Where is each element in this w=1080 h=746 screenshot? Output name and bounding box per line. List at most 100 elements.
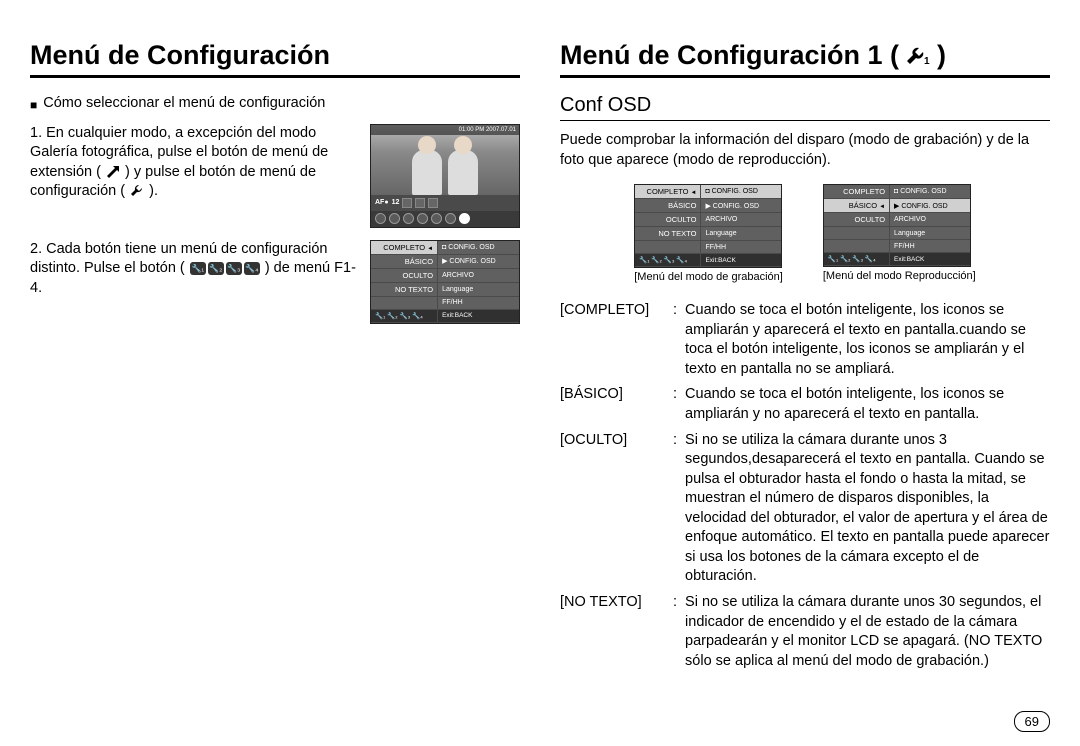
menu-right-cell: ◘ CONFIG. OSD [701, 185, 781, 199]
menu-left-cell [371, 296, 438, 309]
menu-right-cell: Language [890, 227, 970, 240]
tool-icon [417, 213, 428, 224]
definition-separator: : [673, 301, 677, 379]
step-1: 1. En cualquier modo, a excepción del mo… [30, 124, 358, 202]
menu-right-cell: ARCHIVO [438, 268, 519, 282]
menu-left-cell: BÁSICO [635, 199, 701, 213]
menu-right-cell: Language [438, 282, 519, 296]
definition-body: Si no se utiliza la cámara durante unos … [685, 431, 1050, 588]
definition-term: [OCULTO] [560, 431, 665, 588]
menu-left-cell [824, 240, 890, 253]
section-heading: Conf OSD [560, 94, 1050, 121]
definition-body: Cuando se toca el botón inteligente, los… [685, 301, 1050, 379]
definition-separator: : [673, 593, 677, 671]
definition-term: [COMPLETO] [560, 301, 665, 379]
menu-left-cell: OCULTO [824, 213, 890, 227]
rec-menu-caption: [Menú del modo de grabación] [634, 271, 783, 283]
definitions-list: [COMPLETO]:Cuando se toca el botón intel… [560, 301, 1050, 671]
menu-right-cell: FF/HH [438, 296, 519, 309]
shot-count: 12 [392, 199, 400, 206]
menu-right-cell: FF/HH [890, 240, 970, 253]
menu-left-cell: BÁSICO [371, 254, 438, 268]
right-title-text: Menú de Configuración 1 ( [560, 40, 899, 71]
menu-footer-exit: Exit:BACK [890, 253, 970, 266]
bullet-icon: ■ [30, 97, 37, 114]
menu-left-cell: NO TEXTO [635, 227, 701, 241]
right-column: Menú de Configuración 1 ( 1 ) Conf OSD P… [560, 40, 1050, 677]
menu-left-cell: COMPLETO [371, 241, 438, 255]
lcd-datetime: 01:00 PM 2007.07.01 [371, 125, 519, 135]
tool-icon [389, 213, 400, 224]
definition-term: [NO TEXTO] [560, 593, 665, 671]
menu-right-cell: ARCHIVO [701, 213, 781, 227]
play-menu-caption: [Menú del modo Reproducción] [823, 270, 976, 282]
menu-left-cell [824, 227, 890, 240]
camera-lcd-figure: 01:00 PM 2007.07.01 AF● 12 [370, 124, 520, 228]
tool-icon-selected [459, 213, 470, 224]
definition-separator: : [673, 431, 677, 588]
menu-left-cell: COMPLETO [635, 185, 701, 199]
rec-menu-block: COMPLETO◘ CONFIG. OSDBÁSICO▶ CONFIG. OSD… [634, 184, 783, 283]
person-silhouette [448, 150, 478, 195]
left-title: Menú de Configuración [30, 40, 520, 78]
lcd-thumb-icon [428, 198, 438, 208]
tool-icon [431, 213, 442, 224]
menu-left-cell: BÁSICO [824, 199, 890, 213]
menu-footer-icons: 🔧₁ 🔧₂ 🔧₃ 🔧₄ [635, 254, 701, 267]
menu-footer-exit: Exit:BACK [438, 309, 519, 322]
lcd-photo-area: 01:00 PM 2007.07.01 [371, 125, 519, 195]
menu-right-cell: ▶ CONFIG. OSD [438, 254, 519, 268]
menu-footer-icons: 🔧₁ 🔧₂ 🔧₃ 🔧₄ [371, 309, 438, 322]
page-number: 69 [1014, 711, 1050, 732]
menu-right-cell: ARCHIVO [890, 213, 970, 227]
play-menu-figure: COMPLETO◘ CONFIG. OSDBÁSICO▶ CONFIG. OSD… [823, 184, 971, 267]
f2-button-icon: 🔧₂ [208, 262, 224, 275]
f1-button-icon: 🔧₁ [190, 262, 206, 275]
menu-left-cell: NO TEXTO [371, 282, 438, 296]
definition-row: [COMPLETO]:Cuando se toca el botón intel… [560, 301, 1050, 379]
menu-right-cell: FF/HH [701, 241, 781, 254]
step1-text-c: ). [149, 183, 158, 199]
intro-text: Cómo seleccionar el menú de configuració… [43, 94, 325, 114]
f4-button-icon: 🔧₄ [244, 262, 260, 275]
menu-left-cell [635, 241, 701, 254]
menu-right-cell: ▶ CONFIG. OSD [701, 199, 781, 213]
definition-row: [OCULTO]:Si no se utiliza la cámara dura… [560, 431, 1050, 588]
step-2: 2. Cada botón tiene un menú de configura… [30, 240, 358, 299]
menu-right-cell: ◘ CONFIG. OSD [438, 241, 519, 255]
menu-footer-icons: 🔧₁ 🔧₂ 🔧₃ 🔧₄ [824, 253, 890, 266]
menu-right-cell: ◘ CONFIG. OSD [890, 185, 970, 199]
config-menu-figure: COMPLETO◘ CONFIG. OSDBÁSICO▶ CONFIG. OSD… [370, 240, 520, 324]
svg-text:1: 1 [924, 56, 930, 66]
menu-left-cell: COMPLETO [824, 185, 890, 199]
config-menu-icon [129, 184, 145, 198]
menu-right-cell: Language [701, 227, 781, 241]
lcd-thumb-icon [402, 198, 412, 208]
right-title-suffix: ) [937, 40, 946, 71]
definition-separator: : [673, 385, 677, 424]
lcd-tool-row [371, 211, 519, 227]
left-column: Menú de Configuración ■ Cómo seleccionar… [30, 40, 520, 677]
definition-row: [NO TEXTO]:Si no se utiliza la cámara du… [560, 593, 1050, 671]
menu-left-cell: OCULTO [635, 213, 701, 227]
tool-icon [403, 213, 414, 224]
rec-menu-figure: COMPLETO◘ CONFIG. OSDBÁSICO▶ CONFIG. OSD… [634, 184, 782, 268]
definition-body: Cuando se toca el botón inteligente, los… [685, 385, 1050, 424]
menu-footer-exit: Exit:BACK [701, 254, 781, 267]
definition-row: [BÁSICO]:Cuando se toca el botón intelig… [560, 385, 1050, 424]
person-silhouette [412, 150, 442, 195]
menu-right-cell: ▶ CONFIG. OSD [890, 199, 970, 213]
intro-bullet: ■ Cómo seleccionar el menú de configurac… [30, 94, 520, 114]
section-paragraph: Puede comprobar la información del dispa… [560, 131, 1050, 170]
lcd-thumb-icon [415, 198, 425, 208]
definition-term: [BÁSICO] [560, 385, 665, 424]
menu-left-cell: OCULTO [371, 268, 438, 282]
af-indicator: AF● [375, 199, 389, 206]
f3-button-icon: 🔧₃ [226, 262, 242, 275]
tool-icon [445, 213, 456, 224]
extension-menu-icon [105, 165, 121, 179]
right-title: Menú de Configuración 1 ( 1 ) [560, 40, 1050, 78]
tool-icon [375, 213, 386, 224]
definition-body: Si no se utiliza la cámara durante unos … [685, 593, 1050, 671]
lcd-icon-row: AF● 12 [371, 195, 519, 211]
